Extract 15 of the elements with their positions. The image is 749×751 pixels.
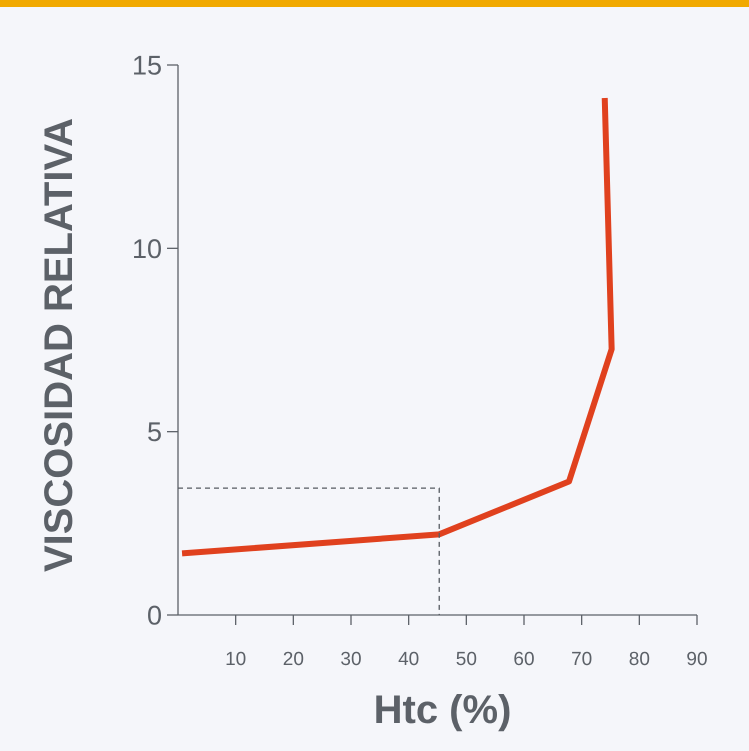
x-tick-label: 30 — [340, 649, 362, 670]
y-tick-label: 0 — [146, 600, 162, 630]
y-tick-label: 5 — [146, 417, 162, 448]
y-tick-label: 15 — [132, 50, 162, 80]
x-tick-label: 60 — [513, 649, 535, 670]
x-tick-label: 10 — [225, 649, 246, 670]
x-axis-title: Htc (%) — [374, 688, 512, 732]
x-tick-label: 50 — [456, 649, 477, 670]
x-tick-label: 40 — [398, 649, 420, 670]
x-tick-label: 80 — [628, 649, 650, 670]
y-tick-label: 10 — [132, 234, 162, 264]
y-axis-title: VISCOSIDAD RELATIVA — [37, 118, 81, 572]
x-tick-label: 90 — [686, 649, 708, 670]
x-tick-label: 20 — [282, 649, 304, 670]
x-tick-label: 70 — [571, 649, 592, 670]
